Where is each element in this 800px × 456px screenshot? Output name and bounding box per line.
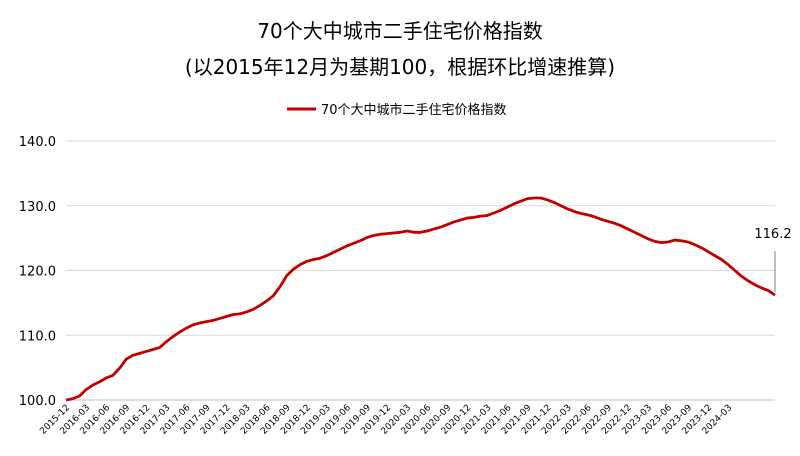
y-axis: 100.0 110.0 120.0 130.0 140.0: [19, 135, 56, 409]
y-tick-label: 140.0: [19, 135, 56, 150]
chart-subtitle: (以2015年12月为基期100，根据环比增速推算): [185, 55, 615, 79]
legend-label: 70个大中城市二手住宅价格指数: [321, 102, 507, 118]
y-tick-label: 130.0: [19, 200, 56, 215]
gridlines: [66, 140, 775, 336]
y-tick-label: 110.0: [19, 329, 56, 344]
chart-title: 70个大中城市二手住宅价格指数: [257, 19, 542, 43]
x-axis: 2015-122016-032016-062016-092016-122017-…: [38, 399, 775, 437]
legend: 70个大中城市二手住宅价格指数: [287, 102, 507, 118]
end-value-label: 116.2: [754, 227, 791, 242]
plot-area: 116.2: [65, 196, 792, 402]
y-tick-label: 120.0: [19, 265, 56, 280]
y-tick-label: 100.0: [19, 394, 56, 409]
series-line: [65, 196, 776, 402]
